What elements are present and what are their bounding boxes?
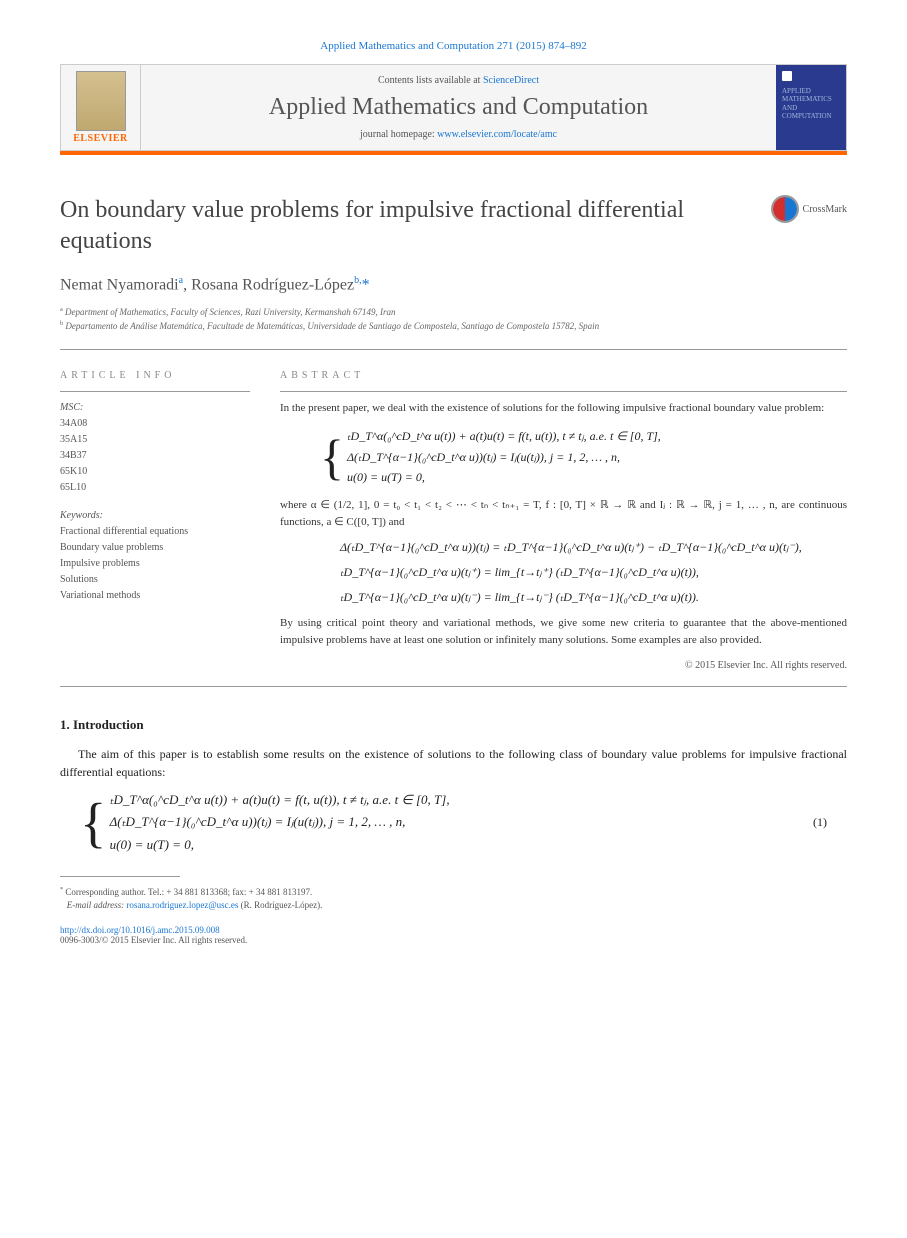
abstract-separator bbox=[280, 391, 847, 392]
msc-code: 35A15 bbox=[60, 432, 250, 448]
eq-line: Δ(ₜD_T^{α−1}(₀^cD_t^α u))(tⱼ) = Iⱼ(u(tⱼ)… bbox=[110, 811, 450, 833]
cover-title: APPLIED MATHEMATICS AND COMPUTATION bbox=[782, 87, 840, 121]
keyword: Fractional differential equations bbox=[60, 524, 250, 540]
eq-line: ₜD_T^α(₀^cD_t^α u(t)) + a(t)u(t) = f(t, … bbox=[110, 789, 450, 811]
article-title: On boundary value problems for impulsive… bbox=[60, 195, 751, 257]
abstract-mid: where α ∈ (1/2, 1], 0 = t₀ < t₁ < t₂ < ⋯… bbox=[280, 497, 847, 530]
corresponding-footnote: * Corresponding author. Tel.: + 34 881 8… bbox=[60, 885, 847, 913]
affiliation-a: a Department of Mathematics, Faculty of … bbox=[60, 305, 847, 320]
publisher-logo: ELSEVIER bbox=[61, 65, 141, 150]
header-center: Contents lists available at ScienceDirec… bbox=[141, 65, 776, 150]
keywords-block: Keywords: Fractional differential equati… bbox=[60, 508, 250, 604]
citation: Applied Mathematics and Computation 271 … bbox=[60, 40, 847, 52]
crossmark-badge[interactable]: CrossMark bbox=[771, 195, 847, 223]
eq-line: Δ(ₜD_T^{α−1}(₀^cD_t^α u))(tⱼ) = ₜD_T^{α−… bbox=[340, 540, 847, 555]
eq-line: u(0) = u(T) = 0, bbox=[347, 467, 661, 487]
author-2: Rosana Rodríguez-López bbox=[191, 277, 354, 294]
homepage-line: journal homepage: www.elsevier.com/locat… bbox=[141, 129, 776, 140]
equation-number: (1) bbox=[813, 815, 827, 830]
accent-bar bbox=[60, 151, 847, 155]
abstract-copyright: © 2015 Elsevier Inc. All rights reserved… bbox=[280, 660, 847, 671]
corresponding-star: * bbox=[362, 277, 370, 294]
journal-cover: APPLIED MATHEMATICS AND COMPUTATION bbox=[776, 65, 846, 150]
crossmark-icon bbox=[771, 195, 799, 223]
author-1-affil: a bbox=[179, 275, 183, 286]
article-info-column: ARTICLE INFO MSC: 34A08 35A15 34B37 65K1… bbox=[60, 370, 250, 672]
eq-line: ₜD_T^α(₀^cD_t^α u(t)) + a(t)u(t) = f(t, … bbox=[347, 426, 661, 446]
journal-name: Applied Mathematics and Computation bbox=[141, 94, 776, 121]
msc-code: 65K10 bbox=[60, 464, 250, 480]
crossmark-label: CrossMark bbox=[803, 204, 847, 215]
abstract-intro: In the present paper, we deal with the e… bbox=[280, 400, 847, 417]
msc-code: 34B37 bbox=[60, 448, 250, 464]
corr-text: Corresponding author. Tel.: + 34 881 813… bbox=[65, 887, 312, 897]
contents-prefix: Contents lists available at bbox=[378, 75, 483, 86]
issn-copyright: 0096-3003/© 2015 Elsevier Inc. All right… bbox=[60, 935, 847, 945]
email-suffix: (R. Rodríguez-López). bbox=[238, 900, 322, 910]
eq-line: Δ(ₜD_T^{α−1}(₀^cD_t^α u))(tⱼ) = Iⱼ(u(tⱼ)… bbox=[347, 447, 661, 467]
separator bbox=[60, 349, 847, 350]
equation-1: { ₜD_T^α(₀^cD_t^α u(t)) + a(t)u(t) = f(t… bbox=[60, 789, 847, 855]
publisher-name: ELSEVIER bbox=[73, 133, 128, 144]
doi-link[interactable]: http://dx.doi.org/10.1016/j.amc.2015.09.… bbox=[60, 925, 847, 935]
homepage-prefix: journal homepage: bbox=[360, 129, 437, 140]
eq-line: u(0) = u(T) = 0, bbox=[110, 834, 450, 856]
sciencedirect-link[interactable]: ScienceDirect bbox=[483, 75, 539, 86]
footnote-separator bbox=[60, 876, 180, 877]
affiliations: a Department of Mathematics, Faculty of … bbox=[60, 305, 847, 334]
abstract-equation-2: Δ(ₜD_T^{α−1}(₀^cD_t^α u))(tⱼ) = ₜD_T^{α−… bbox=[340, 540, 847, 605]
section-1-head: 1. Introduction bbox=[60, 717, 847, 733]
info-separator bbox=[60, 391, 250, 392]
cover-mark-icon bbox=[782, 71, 792, 81]
msc-label: MSC: bbox=[60, 400, 250, 416]
eq-line: ₜD_T^{α−1}(₀^cD_t^α u)(tⱼ⁻) = lim_{t→tⱼ⁻… bbox=[340, 590, 847, 605]
msc-code: 34A08 bbox=[60, 416, 250, 432]
msc-block: MSC: 34A08 35A15 34B37 65K10 65L10 bbox=[60, 400, 250, 496]
abstract-label: ABSTRACT bbox=[280, 370, 847, 381]
abstract-outro: By using critical point theory and varia… bbox=[280, 615, 847, 648]
elsevier-tree-icon bbox=[76, 71, 126, 131]
abstract-column: ABSTRACT In the present paper, we deal w… bbox=[280, 370, 847, 672]
keyword: Variational methods bbox=[60, 588, 250, 604]
author-1: Nemat Nyamoradi bbox=[60, 277, 179, 294]
msc-code: 65L10 bbox=[60, 480, 250, 496]
affiliation-b: b Departamento de Análise Matemática, Fa… bbox=[60, 319, 847, 334]
authors: Nemat Nyamoradia, Rosana Rodríguez-López… bbox=[60, 275, 847, 294]
keywords-label: Keywords: bbox=[60, 508, 250, 524]
author-2-affil: b, bbox=[354, 275, 362, 286]
keyword: Solutions bbox=[60, 572, 250, 588]
separator bbox=[60, 686, 847, 687]
keyword: Impulsive problems bbox=[60, 556, 250, 572]
article-info-label: ARTICLE INFO bbox=[60, 370, 250, 381]
email-link[interactable]: rosana.rodriguez.lopez@usc.es bbox=[126, 900, 238, 910]
contents-line: Contents lists available at ScienceDirec… bbox=[141, 75, 776, 86]
email-label: E-mail address: bbox=[67, 900, 127, 910]
homepage-link[interactable]: www.elsevier.com/locate/amc bbox=[437, 129, 557, 140]
journal-header: ELSEVIER Contents lists available at Sci… bbox=[60, 64, 847, 151]
abstract-equation-1: { ₜD_T^α(₀^cD_t^α u(t)) + a(t)u(t) = f(t… bbox=[320, 426, 847, 487]
keyword: Boundary value problems bbox=[60, 540, 250, 556]
section-1-para: The aim of this paper is to establish so… bbox=[60, 745, 847, 781]
eq-line: ₜD_T^{α−1}(₀^cD_t^α u)(tⱼ⁺) = lim_{t→tⱼ⁺… bbox=[340, 565, 847, 580]
